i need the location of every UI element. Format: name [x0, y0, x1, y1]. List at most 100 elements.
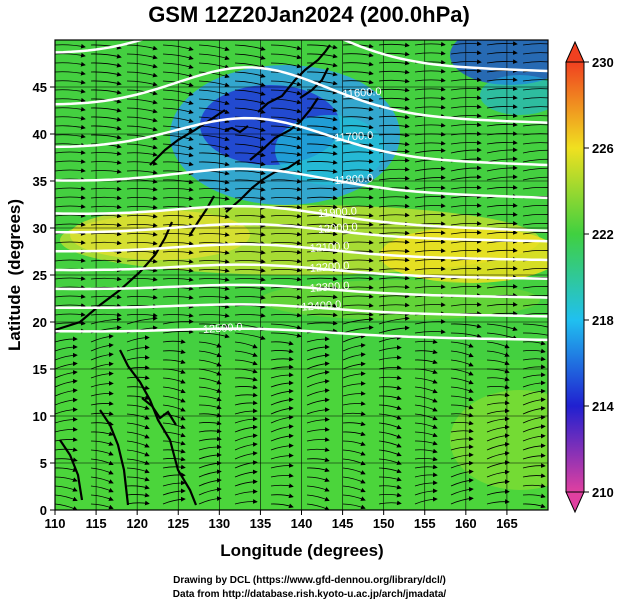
streamline: [306, 407, 330, 415]
streamline: [234, 134, 266, 141]
streamline: [234, 250, 266, 255]
streamline: [486, 147, 518, 154]
streamline: [342, 467, 366, 475]
streamline: [270, 406, 294, 415]
streamline: [126, 151, 158, 157]
y-tick-label: 40: [33, 127, 47, 142]
streamline: [55, 222, 86, 227]
streamline: [126, 484, 150, 490]
streamline: [90, 240, 122, 246]
streamline: [306, 89, 338, 95]
streamline: [378, 484, 402, 490]
streamline: [270, 503, 294, 509]
streamline: [234, 400, 258, 406]
streamline: [234, 469, 258, 478]
streamline: [162, 422, 186, 429]
streamline: [55, 417, 78, 424]
streamline: [126, 71, 158, 78]
streamline: [306, 107, 338, 113]
streamline: [234, 179, 266, 185]
streamline: [270, 443, 294, 451]
streamline: [126, 98, 158, 105]
streamline: [126, 169, 158, 175]
streamline: [126, 125, 158, 132]
streamline: [234, 424, 258, 433]
streamline: [342, 361, 366, 370]
y-tick-label: 30: [33, 221, 47, 236]
y-tick-label: 25: [33, 268, 47, 283]
streamline: [414, 464, 438, 470]
streamline: [306, 344, 330, 352]
streamline: [378, 316, 410, 325]
streamline: [306, 258, 338, 264]
streamline: [486, 77, 518, 83]
streamline: [270, 249, 302, 255]
streamline: [55, 150, 86, 155]
streamline: [270, 323, 302, 330]
streamline: [342, 316, 374, 325]
streamline: [234, 71, 266, 78]
streamline: [450, 412, 474, 418]
streamline: [414, 95, 446, 101]
streamline: [270, 143, 302, 150]
streamline: [342, 503, 366, 510]
streamline: [306, 427, 330, 433]
streamline: [522, 106, 548, 109]
streamline: [306, 303, 338, 309]
streamline: [486, 212, 518, 217]
streamline: [234, 295, 266, 300]
streamline: [522, 443, 546, 451]
contour-line: [55, 222, 548, 243]
streamline: [90, 476, 114, 484]
streamline: [90, 186, 122, 192]
contour-line: [55, 204, 548, 233]
y-tick-label: 5: [40, 456, 47, 471]
streamline: [486, 59, 518, 65]
streamline: [306, 116, 338, 122]
streamline: [378, 230, 410, 236]
streamline: [414, 230, 446, 236]
streamline: [486, 230, 518, 235]
streamline: [270, 348, 294, 354]
streamline: [55, 159, 86, 164]
streamline: [90, 213, 122, 219]
streamline: [342, 342, 366, 352]
streamline: [522, 332, 548, 336]
streamline: [234, 107, 266, 114]
x-tick-label: 110: [45, 516, 66, 531]
streamline: [378, 467, 402, 474]
streamline: [306, 168, 338, 174]
streamline: [234, 53, 266, 60]
streamline: [450, 452, 474, 460]
streamline: [342, 431, 366, 437]
contour-line: [55, 243, 548, 262]
contour-label: 12200.0: [309, 260, 350, 275]
streamline: [90, 316, 122, 325]
streamline: [306, 222, 338, 228]
streamline: [55, 476, 78, 482]
streamline: [126, 160, 158, 166]
streamline: [342, 195, 374, 200]
streamline: [90, 169, 122, 174]
streamline: [55, 97, 86, 103]
streamline: [414, 266, 446, 272]
streamline: [522, 97, 548, 100]
streamline: [55, 344, 78, 352]
streamline: [522, 88, 548, 91]
streamline: [522, 205, 548, 208]
streamline: [90, 89, 122, 95]
streamline: [90, 401, 114, 406]
streamline: [414, 50, 446, 56]
streamline: [162, 472, 186, 478]
streamline: [522, 268, 548, 271]
streamline: [198, 107, 230, 115]
streamline: [342, 294, 374, 299]
streamline: [55, 70, 86, 76]
streamline: [342, 106, 374, 112]
streamline: [126, 312, 158, 318]
streamline: [55, 276, 86, 281]
streamline: [486, 221, 518, 226]
streamline: [126, 222, 158, 228]
streamline: [270, 151, 302, 157]
streamline: [378, 275, 410, 281]
